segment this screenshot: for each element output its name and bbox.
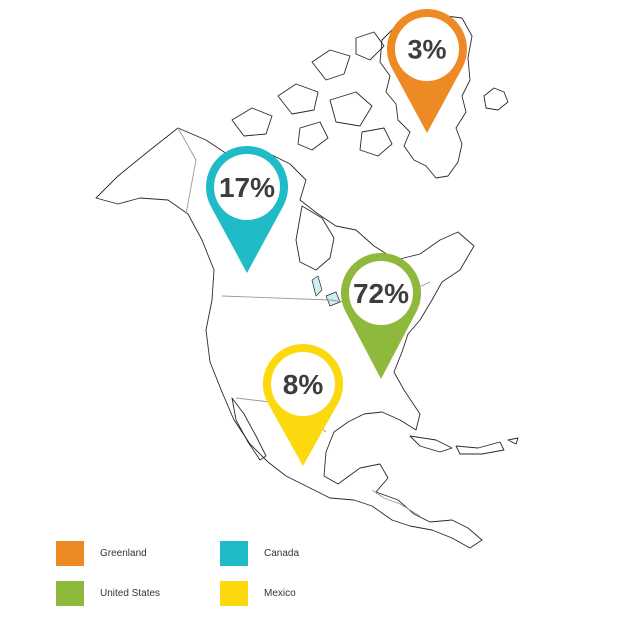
caribbean-islands	[409, 435, 519, 455]
pin-canada: 17%	[205, 145, 288, 273]
alaska-border	[177, 127, 197, 215]
legend-swatch-greenland	[56, 540, 84, 566]
legend-item-canada: Canada	[220, 536, 299, 570]
legend-label-canada: Canada	[264, 547, 300, 559]
pin-value-united-states: 72%	[353, 278, 409, 309]
legend-swatch-canada	[220, 540, 248, 566]
legend-label-greenland: Greenland	[100, 547, 147, 559]
legend-label-mexico: Mexico	[264, 587, 296, 599]
pin-united-states: 72%	[341, 253, 421, 379]
central-america-borders	[371, 489, 421, 517]
legend-item-greenland: Greenland	[56, 536, 147, 570]
arctic-islands	[231, 31, 393, 157]
iceland-outline	[483, 87, 509, 111]
pin-inner-circle-canada	[214, 154, 280, 220]
pin-value-canada: 17%	[219, 172, 275, 203]
legend-swatch-mexico	[220, 580, 248, 606]
legend-item-united-states: United States	[56, 576, 160, 610]
pin-inner-circle-united-states	[349, 261, 413, 325]
legend-item-mexico: Mexico	[220, 576, 296, 610]
pin-inner-circle-mexico	[271, 352, 335, 416]
pin-greenland: 3%	[387, 8, 467, 133]
pin-value-mexico: 8%	[283, 369, 324, 400]
greenland-outline	[379, 13, 473, 179]
mainland-outline	[95, 127, 483, 549]
pin-value-greenland: 3%	[407, 35, 446, 65]
pin-inner-circle-greenland	[395, 17, 459, 81]
baja-outline	[231, 397, 267, 461]
great-lakes	[311, 275, 341, 307]
legend-label-united-states: United States	[100, 587, 161, 599]
legend-swatch-united-states	[56, 580, 84, 606]
pin-mexico: 8%	[263, 344, 344, 466]
hudson-bay-outline	[295, 205, 335, 271]
